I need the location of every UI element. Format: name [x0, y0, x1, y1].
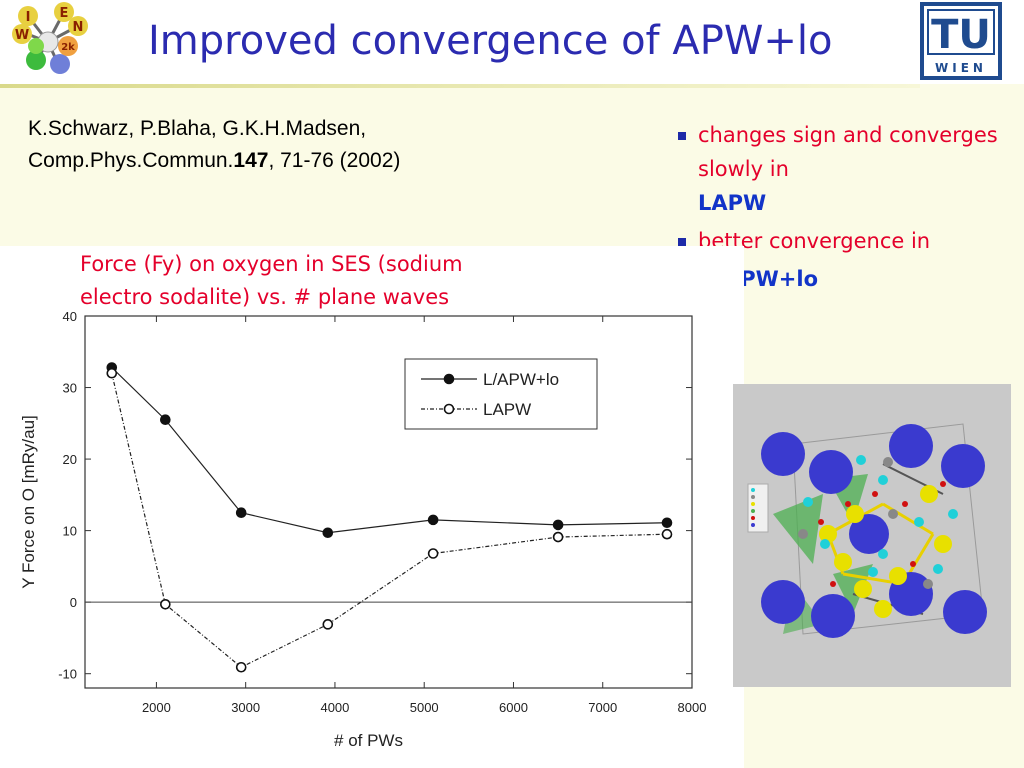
citation-journal: Comp.Phys.Commun.147, 71-76 (2002)	[28, 145, 400, 177]
citation-authors: K.Schwarz, P.Blaha, G.K.H.Madsen,	[28, 117, 367, 140]
y-axis-label: Y Force on O [mRy/au]	[19, 415, 38, 589]
x-axis-label: # of PWs	[334, 731, 403, 750]
citation-volume: 147	[233, 149, 269, 172]
x-tick-label: 7000	[588, 700, 617, 715]
legend-marker	[443, 403, 455, 415]
data-point-lapw	[552, 531, 564, 543]
data-point-lapw	[106, 367, 118, 379]
y-tick-label: 0	[70, 595, 77, 610]
logo-tu-text: TU	[931, 12, 991, 58]
legend-label: L/APW+lo	[483, 370, 559, 389]
data-point-lapw	[661, 528, 673, 540]
x-tick-label: 8000	[678, 700, 707, 715]
data-point-lapw	[235, 661, 247, 673]
slide-title: Improved convergence of APW+lo	[148, 18, 833, 64]
data-point-lapw-lo	[661, 517, 673, 529]
data-point-lapw-lo	[235, 507, 247, 519]
logo-letter: N	[73, 20, 84, 35]
y-tick-label: 20	[63, 452, 77, 467]
y-tick-label: -10	[58, 667, 77, 682]
y-tick-label: 40	[63, 309, 77, 324]
bullet-text: changes sign and converges slowly in	[698, 123, 998, 181]
citation-pages-year: , 71-76 (2002)	[268, 149, 401, 172]
data-point-lapw-lo	[427, 514, 439, 526]
x-tick-label: 4000	[320, 700, 349, 715]
data-point-lapw	[322, 619, 334, 630]
legend-label: LAPW	[483, 400, 531, 419]
chart-caption-line: Force (Fy) on oxygen in SES (sodium	[80, 252, 463, 276]
logo-letter: W	[15, 28, 29, 43]
legend-marker	[443, 373, 455, 385]
bullet-square-icon	[678, 238, 686, 246]
plot-frame	[84, 315, 693, 689]
bullet-highlight: LAPW	[698, 191, 767, 215]
wien2k-logo: I E N W 2k	[8, 2, 88, 80]
crystal-structure-image	[733, 384, 1011, 687]
chart-caption-line: electro sodalite) vs. # plane waves	[80, 285, 450, 309]
legend-box	[404, 358, 598, 430]
slide-header: I E N W 2k Improved convergence of APW+l…	[0, 0, 1024, 84]
data-point-lapw	[427, 548, 439, 559]
x-tick-label: 5000	[410, 700, 439, 715]
bullet-square-icon	[678, 132, 686, 140]
chart-caption: Force (Fy) on oxygen in SES (sodium elec…	[80, 248, 463, 314]
logo-letter: 2k	[61, 42, 75, 53]
logo-letter: E	[60, 6, 69, 21]
data-point-lapw-lo	[160, 414, 171, 426]
y-tick-label: 30	[63, 381, 77, 396]
x-tick-label: 6000	[499, 700, 528, 715]
citation: K.Schwarz, P.Blaha, G.K.H.Madsen, Comp.P…	[28, 113, 400, 177]
x-tick-label: 3000	[231, 700, 260, 715]
citation-journal-name: Comp.Phys.Commun.	[28, 149, 234, 172]
header-divider	[0, 84, 920, 88]
logo-letter: I	[26, 10, 31, 25]
bullet-item: changes sign and converges slowly in LAP…	[676, 118, 1006, 220]
logo-wien-text: WIEN	[935, 61, 987, 75]
tu-wien-logo: TU WIEN	[920, 2, 1004, 80]
force-convergence-chart: -10 0 10 20 30 40 2000 3000 4000 5000 6000 7000 8000…	[19, 309, 707, 750]
data-point-lapw-lo	[552, 519, 564, 531]
y-tick-label: 10	[63, 524, 77, 539]
x-tick-label: 2000	[142, 700, 171, 715]
data-point-lapw-lo	[322, 527, 334, 539]
data-point-lapw	[160, 598, 171, 610]
